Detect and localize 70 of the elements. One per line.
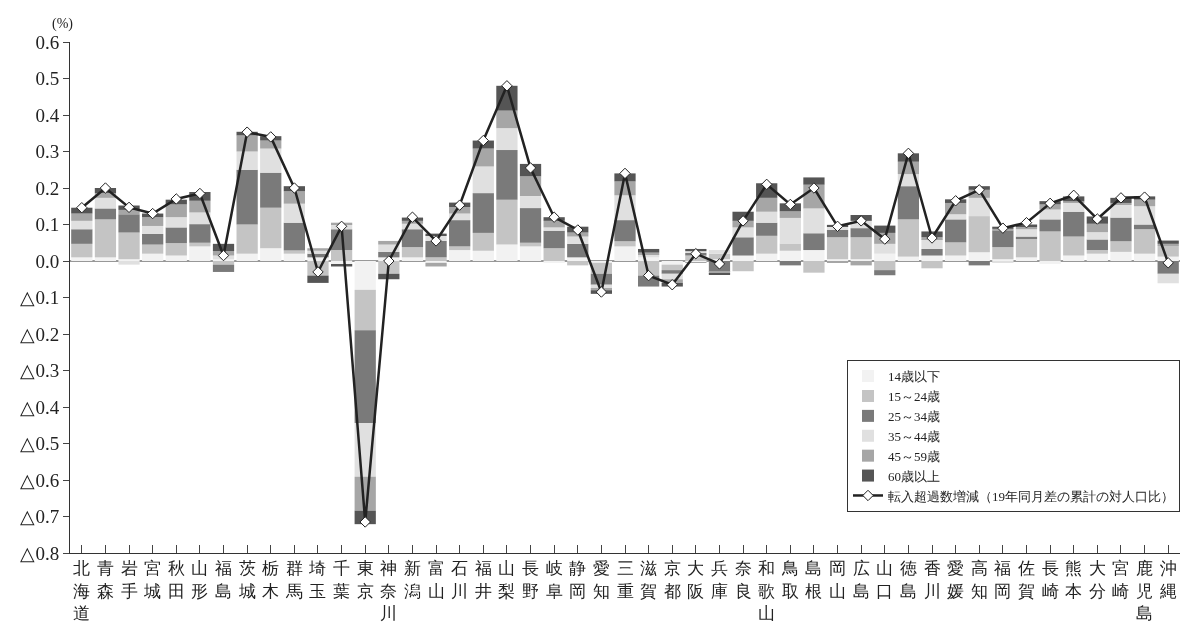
y-tick-label: 0.2 [35,177,60,199]
x-tick-label: 愛媛 [947,559,965,601]
x-tick-label: 三重 [616,559,634,601]
x-tick-label: 島根 [805,559,823,601]
legend-label: 45～59歳 [888,448,940,464]
y-tick-label: 0.4 [35,104,60,126]
x-tick-label: 神奈川 [380,559,398,623]
x-tick-label: 茨城 [237,559,256,601]
x-tick-label: 沖縄 [1158,559,1177,601]
y-axis-title: (%) [52,16,74,32]
x-tick-label: 新潟 [403,559,421,601]
x-tick-label: 石川 [451,559,469,601]
x-tick-label: 静岡 [569,559,587,601]
y-tick-label: △0.6 [20,469,60,491]
y-tick-label: △0.3 [20,360,60,382]
x-tick-label: 北海道 [73,559,91,623]
y-tick-label: 0.5 [35,68,60,90]
x-tick-label: 香川 [923,559,941,601]
y-tick-label: △0.4 [20,396,60,418]
legend-label: 35～44歳 [888,428,940,444]
legend-label: 60歳以上 [888,468,940,484]
x-tick-label: 大阪 [687,559,705,601]
y-tick-label: △0.1 [20,287,60,309]
x-tick-label: 鹿児島 [1136,559,1154,623]
x-tick-label: 熊本 [1065,559,1083,601]
y-tick-label: △0.5 [20,433,60,455]
x-tick-label: 長野 [522,559,540,601]
x-tick-label: 富山 [427,559,445,601]
legend-label: 転入超過数増減（19年同月差の累計の対人口比） [888,488,1174,504]
x-tick-label: 佐賀 [1017,559,1035,601]
x-tick-label: 徳島 [899,559,917,601]
x-tick-label: 兵庫 [710,559,728,601]
x-tick-label: 栃木 [262,559,280,601]
legend-label: 15～24歳 [888,389,940,405]
x-tick-label: 秋田 [167,559,185,601]
x-tick-label: 埼玉 [308,559,327,601]
y-tick-label: 0.0 [35,250,60,272]
y-tick-label: △0.8 [20,542,60,564]
x-tick-label: 東京 [356,559,374,601]
x-tick-label: 滋賀 [640,559,658,601]
x-tick-label: 広島 [852,559,870,601]
x-tick-label: 宮城 [143,559,162,601]
x-tick-label: 和歌山 [758,559,776,623]
x-tick-label: 岩手 [120,559,138,601]
y-tick-label: 0.3 [35,141,60,163]
x-tick-label: 山梨 [498,559,516,601]
x-tick-label: 奈良 [734,559,752,601]
x-tick-label: 長崎 [1041,559,1059,601]
y-tick-label: 0.6 [35,31,60,53]
x-tick-label: 大分 [1088,559,1106,601]
y-tick-label: 0.1 [35,214,60,236]
x-tick-label: 愛知 [592,559,610,601]
x-tick-label: 福井 [474,559,492,601]
legend-label: 14歳以下 [888,369,940,385]
x-tick-label: 福島 [215,559,233,601]
x-tick-label: 岡山 [829,559,847,601]
x-tick-label: 山口 [876,559,894,601]
x-tick-label: 岐阜 [545,559,563,601]
y-tick-label: △0.7 [20,506,60,528]
x-tick-label: 鳥取 [780,559,799,601]
x-tick-label: 京都 [663,559,681,601]
x-tick-label: 青森 [96,559,114,601]
x-tick-label: 群馬 [284,559,303,601]
x-tick-label: 千葉 [333,559,351,601]
x-tick-label: 福岡 [994,559,1012,601]
legend-label: 25～34歳 [888,408,940,424]
x-tick-label: 高知 [970,559,988,601]
x-tick-label: 山形 [191,559,209,601]
y-tick-label: △0.2 [20,323,60,345]
x-tick-label: 宮崎 [1112,559,1130,601]
